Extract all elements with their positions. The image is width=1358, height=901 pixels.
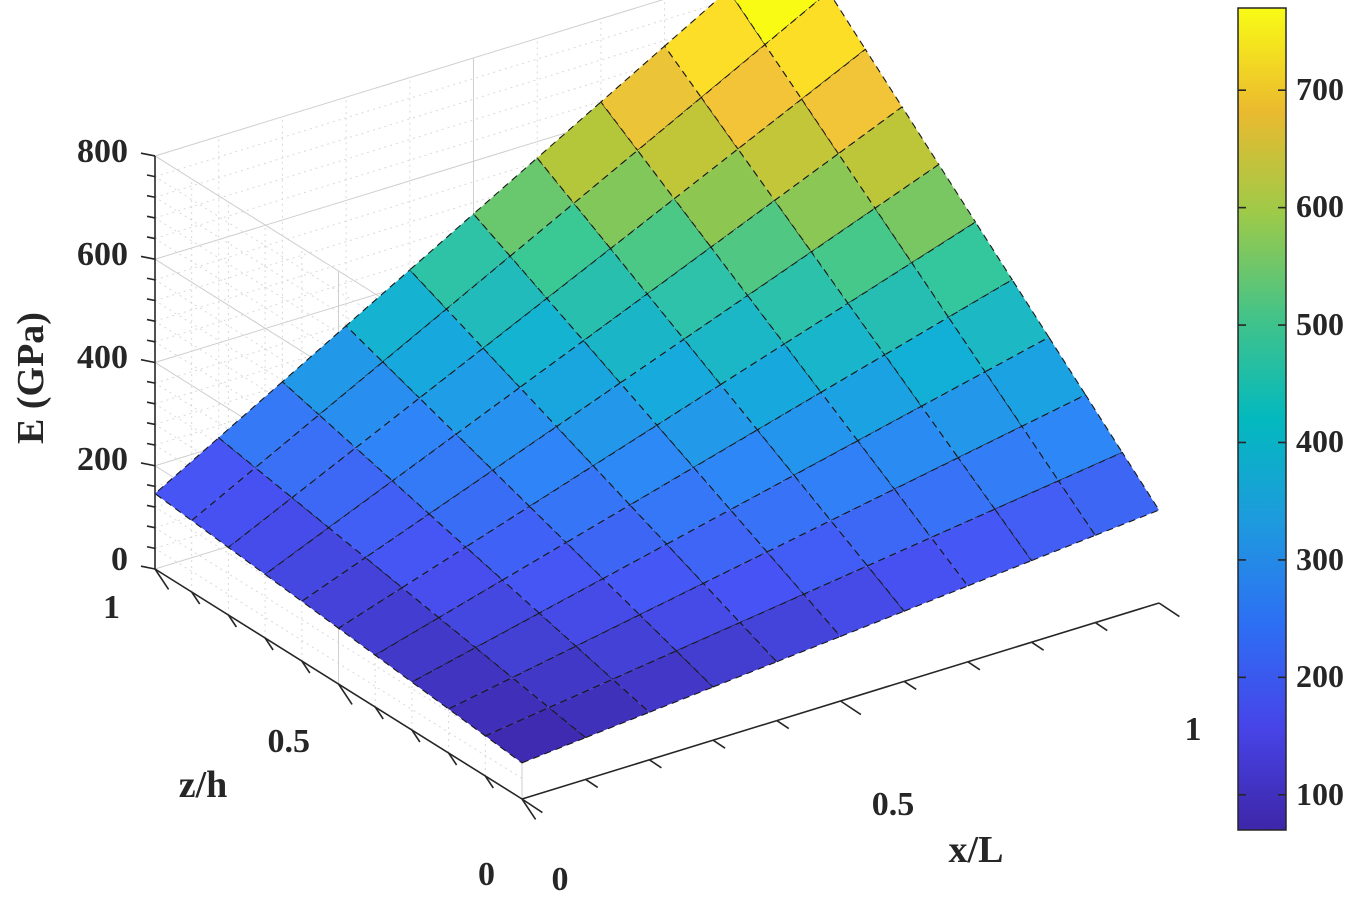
y-tick-label-0.5: 0.5 — [268, 723, 311, 760]
surface-patch — [874, 163, 977, 264]
z-axis-tick — [146, 442, 156, 446]
z-axis-tick — [140, 462, 156, 467]
x-axis-tick — [521, 798, 543, 814]
surface-patch — [154, 436, 257, 522]
colorbar: 700 600 500 400 300 200 100 — [1237, 7, 1344, 831]
surface-patch — [447, 676, 551, 737]
surface-patch — [629, 466, 732, 545]
y-axis-tick — [191, 591, 201, 605]
surface-patch — [766, 519, 869, 595]
y-axis-tick — [411, 729, 421, 743]
surface-patch — [509, 202, 612, 300]
x-tick-label-0.5: 0.5 — [872, 786, 915, 823]
y-tick-label-0: 0 — [478, 856, 495, 893]
axes — [140, 152, 1180, 820]
colorbar-label-400: 400 — [1296, 423, 1344, 459]
surface-patch — [1021, 394, 1124, 482]
z-axis-tick — [140, 358, 156, 364]
z-tick-label-800: 800 — [77, 133, 128, 170]
surface-patch — [410, 646, 514, 710]
z-tick-label-0: 0 — [111, 541, 128, 578]
surface-patch — [374, 616, 477, 683]
x-tick-label-1: 1 — [1185, 711, 1202, 748]
y-axis-tick — [447, 752, 458, 766]
surface-patch — [536, 101, 639, 205]
surface-patch — [729, 474, 832, 553]
colorbar-label-100: 100 — [1296, 776, 1344, 812]
y-axis-tick — [374, 706, 384, 720]
z-axis-tick — [146, 298, 156, 302]
surface-patch — [866, 536, 969, 612]
x-axis-tick — [840, 700, 862, 716]
surface-patch — [291, 447, 394, 529]
y-axis-tick — [227, 614, 238, 628]
x-axis-tick — [903, 680, 917, 691]
colorbar-label-600: 600 — [1296, 188, 1344, 224]
y-axis-tick — [337, 683, 353, 705]
colorbar-gradient — [1237, 7, 1287, 831]
z-axis-tick — [146, 318, 156, 322]
surface — [154, 0, 1160, 764]
z-axis-tick — [146, 380, 156, 384]
z-axis-tick — [146, 194, 156, 199]
z-axis-tick — [146, 277, 156, 281]
z-axis-tick — [146, 236, 156, 240]
colorbar-ticks — [1238, 89, 1286, 796]
surface-patch — [773, 152, 876, 253]
z-axis-tick — [140, 565, 156, 570]
y-axis-tick — [521, 798, 537, 820]
z-axis-tick — [146, 215, 156, 219]
colorbar-label-500: 500 — [1296, 306, 1344, 342]
colorbar-label-200: 200 — [1296, 658, 1344, 694]
colorbar-label-300: 300 — [1296, 541, 1344, 577]
z-tick-label-600: 600 — [77, 236, 128, 273]
surface-patch — [1057, 451, 1160, 537]
y-axis-tick — [301, 660, 311, 674]
z-axis-label: E (GPa) — [10, 312, 52, 444]
z-axis-tick — [146, 339, 156, 343]
z-axis-tick — [140, 255, 156, 261]
colorbar-label-700: 700 — [1296, 71, 1344, 107]
z-tick-label-200: 200 — [77, 441, 128, 478]
y-axis-tick — [484, 775, 494, 789]
surface-patch — [472, 157, 575, 257]
y-axis-tick — [264, 637, 274, 651]
surface-patch — [547, 678, 651, 739]
x-axis-tick — [776, 719, 790, 730]
y-axis-tick — [154, 568, 170, 590]
x-axis-label: x/L — [949, 829, 1004, 871]
z-axis-tick — [146, 545, 156, 550]
x-axis-tick — [585, 778, 599, 789]
surface-patch — [793, 440, 896, 522]
x-tick-label-0: 0 — [552, 861, 569, 898]
surface-patch — [930, 508, 1033, 587]
surface-patch — [663, 0, 766, 99]
z-axis-tick — [146, 484, 156, 488]
surface-patch — [511, 645, 614, 709]
z-axis-tick — [140, 152, 156, 157]
surface-patch — [254, 414, 357, 499]
x-axis-tick — [1031, 641, 1045, 651]
x-axis-tick — [967, 661, 981, 671]
x-axis-tick — [712, 739, 726, 749]
surface-patch — [829, 488, 933, 567]
z-axis-tick — [146, 401, 156, 405]
z-axis-tick — [146, 504, 156, 508]
y-axis-label: z/h — [179, 764, 228, 806]
z-axis-tick — [146, 525, 156, 529]
z-axis-tick — [146, 422, 156, 426]
surface-patch — [734, 0, 820, 46]
x-axis-tick — [1158, 602, 1180, 618]
x-axis-tick — [1094, 621, 1108, 632]
surface-patch — [984, 336, 1087, 428]
z-axis-tick — [146, 174, 156, 178]
x-axis-tick — [648, 759, 662, 769]
y-tick-label-1: 1 — [103, 589, 120, 626]
surface-patch — [484, 706, 587, 764]
z-tick-label-400: 400 — [77, 339, 128, 376]
surface-patch — [692, 429, 795, 511]
